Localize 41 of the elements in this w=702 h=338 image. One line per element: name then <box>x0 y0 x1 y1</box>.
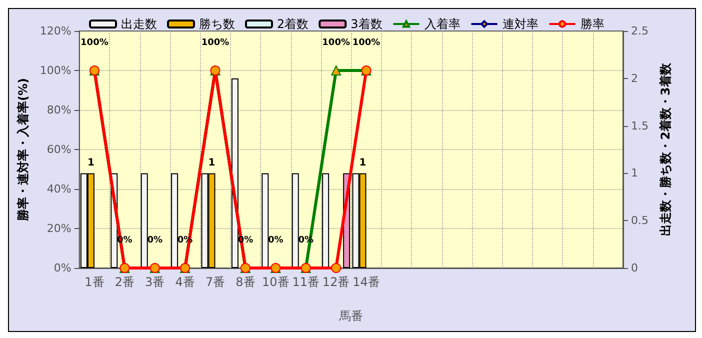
legend-label: 勝ち数 <box>199 17 235 31</box>
legend-label: 3着数 <box>350 17 382 31</box>
x-tick-label: 12番 <box>322 275 350 289</box>
data-label: 100% <box>80 38 108 48</box>
x-tick-label: 4番 <box>175 275 195 289</box>
legend-label: 入着率 <box>424 17 460 31</box>
legend-label: 勝率 <box>580 17 604 31</box>
y2-tick-label: 1 <box>631 166 638 180</box>
x-tick-label: 14番 <box>352 275 380 289</box>
y2-tick-label: 2 <box>631 72 638 85</box>
data-label: 1 <box>359 158 366 169</box>
y-tick-label: 20% <box>46 222 72 235</box>
data-label: 0% <box>268 236 284 246</box>
x-tick-label: 2番 <box>114 275 134 289</box>
x-tick-label: 7番 <box>205 275 226 289</box>
y2-tick-label: 1.5 <box>631 119 648 132</box>
data-label: 100% <box>352 38 380 48</box>
y2-tick-label: 0 <box>631 262 638 274</box>
legend-label: 2着数 <box>277 17 309 31</box>
data-label: 100% <box>322 38 350 48</box>
y2-tick-label: 0.5 <box>631 214 648 228</box>
x-tick-label: 10番 <box>262 275 290 289</box>
legend-label: 出走数 <box>121 17 157 31</box>
y-tick-label: 100% <box>40 64 72 77</box>
x-tick-label: 1番 <box>84 275 104 289</box>
data-label: 1 <box>208 158 216 169</box>
data-label: 100% <box>201 38 230 48</box>
x-tick-label: 3番 <box>145 275 165 289</box>
x-tick-label: 8番 <box>236 275 256 289</box>
y2-tick-label: 2.5 <box>631 24 648 38</box>
y-tick-label: 80% <box>46 104 72 116</box>
legend-label: 連対率 <box>502 17 538 31</box>
x-axis-title: 馬番 <box>338 309 364 323</box>
y-tick-label: 60% <box>46 143 72 156</box>
y-tick-label: 120% <box>40 24 72 38</box>
y2-axis-title: 出走数・勝ち数・2着数・3着数 <box>658 62 672 236</box>
data-label: 1 <box>87 158 94 169</box>
y-tick-label: 0% <box>54 262 72 274</box>
y-axis-title: 勝率・連対率・入着率(%) <box>16 78 30 222</box>
x-tick-label: 11番 <box>292 275 320 289</box>
y-tick-label: 40% <box>46 182 72 196</box>
